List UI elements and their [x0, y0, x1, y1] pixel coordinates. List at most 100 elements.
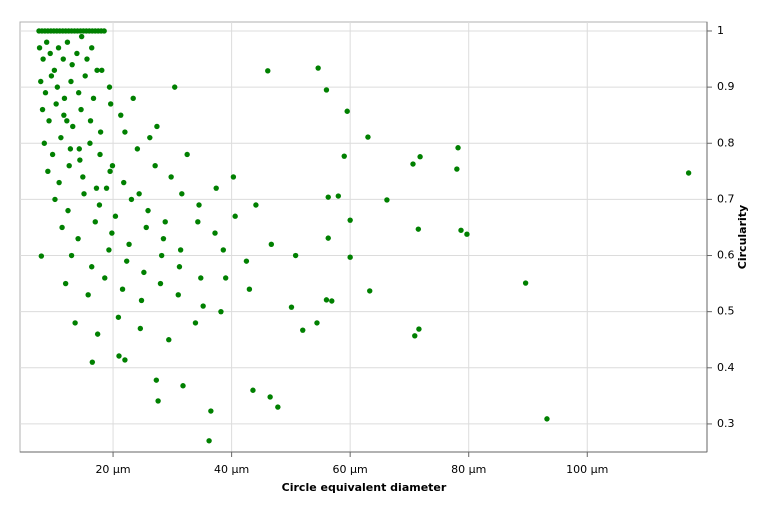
point [76, 146, 82, 152]
point [253, 202, 259, 208]
point [75, 235, 81, 242]
point [329, 298, 335, 304]
point [347, 254, 353, 260]
point [94, 331, 101, 337]
point [166, 337, 172, 343]
point [116, 353, 122, 359]
point [152, 163, 158, 169]
point [138, 297, 145, 304]
y-tick-label: 1 [717, 24, 724, 37]
point [109, 230, 115, 236]
point [184, 151, 190, 158]
point [128, 196, 135, 203]
point [130, 95, 136, 102]
point [347, 217, 353, 223]
point [49, 151, 56, 158]
point [417, 154, 423, 160]
point [168, 174, 174, 180]
y-tick-label: 0.5 [717, 305, 735, 318]
point [292, 252, 299, 259]
point [137, 325, 144, 332]
x-tick-label: 40 µm [214, 463, 249, 476]
point [38, 253, 45, 259]
point [109, 163, 116, 169]
point [97, 151, 103, 158]
point [46, 118, 52, 124]
point [192, 320, 199, 326]
point [64, 118, 70, 124]
y-axis-title: Circularity [736, 205, 749, 269]
point [85, 292, 91, 298]
point [367, 288, 373, 294]
point [177, 247, 184, 253]
point [77, 157, 83, 163]
point [325, 235, 331, 241]
point [365, 134, 371, 140]
point [48, 73, 55, 79]
point [162, 219, 168, 225]
point [176, 264, 183, 270]
point [61, 112, 67, 118]
point [232, 213, 238, 219]
plot-area [19, 21, 708, 453]
point [39, 106, 46, 113]
point [212, 230, 218, 236]
point [58, 134, 64, 141]
point [68, 78, 74, 85]
point [119, 286, 126, 292]
point [74, 50, 80, 57]
point [267, 394, 273, 400]
point [115, 314, 122, 320]
point [196, 202, 202, 208]
y-tick-label: 0.8 [717, 136, 735, 149]
point [96, 202, 103, 208]
point [90, 95, 97, 102]
point [268, 241, 275, 247]
point [250, 387, 256, 393]
point [45, 168, 51, 175]
point [118, 112, 124, 118]
point [325, 194, 331, 200]
point [103, 185, 110, 191]
point [458, 227, 464, 233]
point [323, 87, 330, 93]
point [101, 28, 107, 34]
point [64, 39, 71, 45]
point [41, 140, 48, 146]
point [416, 326, 422, 332]
point [544, 416, 550, 422]
point [134, 146, 141, 152]
point [62, 280, 69, 287]
point [230, 174, 237, 180]
point [54, 84, 61, 90]
y-tick-label: 0.6 [717, 249, 735, 262]
point [157, 280, 164, 287]
point [206, 438, 212, 444]
x-tick-label: 60 µm [333, 463, 368, 476]
point [175, 292, 181, 298]
y-tick-label: 0.7 [717, 192, 735, 205]
point [136, 191, 142, 197]
point [107, 101, 114, 107]
point [53, 101, 59, 107]
point [78, 106, 84, 113]
point [72, 320, 78, 326]
point [315, 65, 321, 71]
point [314, 320, 320, 326]
point [70, 123, 76, 130]
point [112, 213, 119, 219]
point [89, 45, 95, 51]
point [147, 134, 153, 141]
point [155, 398, 161, 404]
point [275, 404, 281, 410]
point [126, 241, 132, 247]
point [222, 275, 229, 281]
point [80, 174, 86, 180]
point [106, 84, 113, 90]
point [40, 56, 46, 62]
point [81, 191, 87, 197]
point [61, 95, 68, 102]
point [180, 383, 186, 389]
point [107, 168, 113, 175]
